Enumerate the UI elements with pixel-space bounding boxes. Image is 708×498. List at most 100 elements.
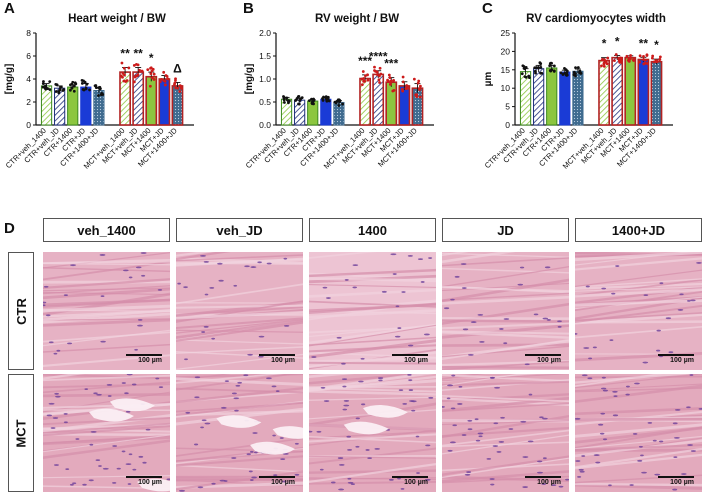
nucleus [478, 435, 483, 438]
nucleus [665, 317, 672, 320]
data-point [625, 54, 629, 58]
muscle-fiber [43, 329, 170, 347]
nucleus [233, 284, 238, 287]
nucleus [266, 262, 272, 265]
nucleus [424, 478, 431, 481]
nucleus [320, 386, 326, 389]
nucleus [197, 486, 204, 489]
data-point [160, 77, 163, 81]
muscle-fiber [442, 285, 569, 294]
column-header: 1400+JD [575, 218, 702, 242]
nucleus [311, 356, 317, 358]
data-point [57, 91, 61, 95]
muscle-fiber [176, 257, 303, 267]
data-point [70, 86, 74, 90]
data-point [375, 73, 379, 76]
data-point [136, 63, 140, 67]
nucleus [668, 351, 674, 354]
data-point [400, 87, 404, 91]
data-point [286, 99, 290, 103]
data-point [565, 73, 569, 77]
nucleus [615, 265, 620, 267]
nucleus [486, 457, 492, 460]
data-point [336, 99, 339, 103]
y-axis-label: [mg/g] [244, 64, 255, 95]
nucleus [401, 291, 406, 293]
nucleus [643, 294, 649, 297]
data-point [638, 60, 641, 64]
data-point [559, 71, 563, 75]
nucleus [249, 450, 254, 453]
nucleus [142, 461, 147, 464]
nucleus [679, 293, 684, 296]
nucleus [178, 489, 185, 492]
nucleus [319, 468, 324, 471]
muscle-fiber [43, 354, 170, 367]
muscle-fiber [442, 441, 569, 448]
scale-bar-label: 100 µm [404, 357, 428, 364]
data-point [374, 69, 377, 73]
data-point [176, 86, 180, 90]
data-point [325, 99, 329, 103]
data-point [605, 62, 609, 66]
data-point [366, 73, 369, 77]
heart-weight-chart: Heart weight / BW[mg/g]02468CTR+veh_1400… [4, 13, 194, 171]
muscle-fiber [43, 374, 170, 382]
muscle-fiber [575, 406, 702, 416]
scale-bar-line [658, 354, 694, 356]
data-point [548, 62, 552, 65]
muscle-fiber [442, 330, 569, 335]
data-point [361, 70, 365, 73]
bar [650, 60, 663, 126]
nucleus [611, 292, 616, 295]
nucleus [72, 482, 77, 485]
data-point [418, 88, 422, 92]
nucleus [200, 254, 206, 257]
nucleus [352, 264, 359, 267]
nucleus [475, 439, 481, 442]
muscle-fiber [442, 323, 569, 339]
muscle-fiber [176, 252, 214, 257]
data-point [146, 68, 150, 72]
data-point [83, 80, 87, 84]
nucleus [674, 408, 681, 411]
scale-bar: 100 µm [658, 354, 694, 364]
data-point [606, 56, 610, 60]
tissue-texture [309, 252, 436, 370]
nucleus [528, 393, 533, 396]
data-point [378, 66, 382, 70]
data-point [93, 84, 97, 88]
muscle-fiber [176, 470, 303, 491]
histology-image: 100 µm [309, 374, 436, 492]
nucleus [43, 304, 46, 307]
nucleus [689, 374, 694, 376]
significance-label: * [149, 51, 154, 65]
muscle-fiber [176, 437, 303, 457]
nucleus [467, 419, 473, 422]
data-point [165, 74, 169, 78]
nucleus [347, 477, 352, 480]
data-point [658, 58, 661, 61]
nucleus [352, 286, 357, 289]
data-point [283, 101, 286, 104]
bar [372, 73, 385, 126]
nucleus [659, 282, 664, 285]
panel-letter-a: A [4, 0, 15, 17]
nucleus [141, 274, 146, 277]
data-point [311, 101, 315, 105]
data-point [619, 57, 623, 61]
muscle-fiber [176, 387, 303, 394]
data-point [642, 58, 646, 61]
nucleus [447, 449, 453, 452]
nucleus [283, 325, 290, 327]
nucleus [330, 481, 336, 484]
nucleus [367, 457, 373, 460]
muscle-fiber [442, 380, 569, 387]
nucleus [428, 257, 433, 259]
nucleus [578, 468, 584, 471]
muscle-fiber [176, 283, 303, 305]
nucleus [600, 412, 606, 415]
significance-label: Δ [173, 61, 182, 75]
muscle-fiber [442, 394, 569, 403]
data-point [548, 69, 552, 72]
